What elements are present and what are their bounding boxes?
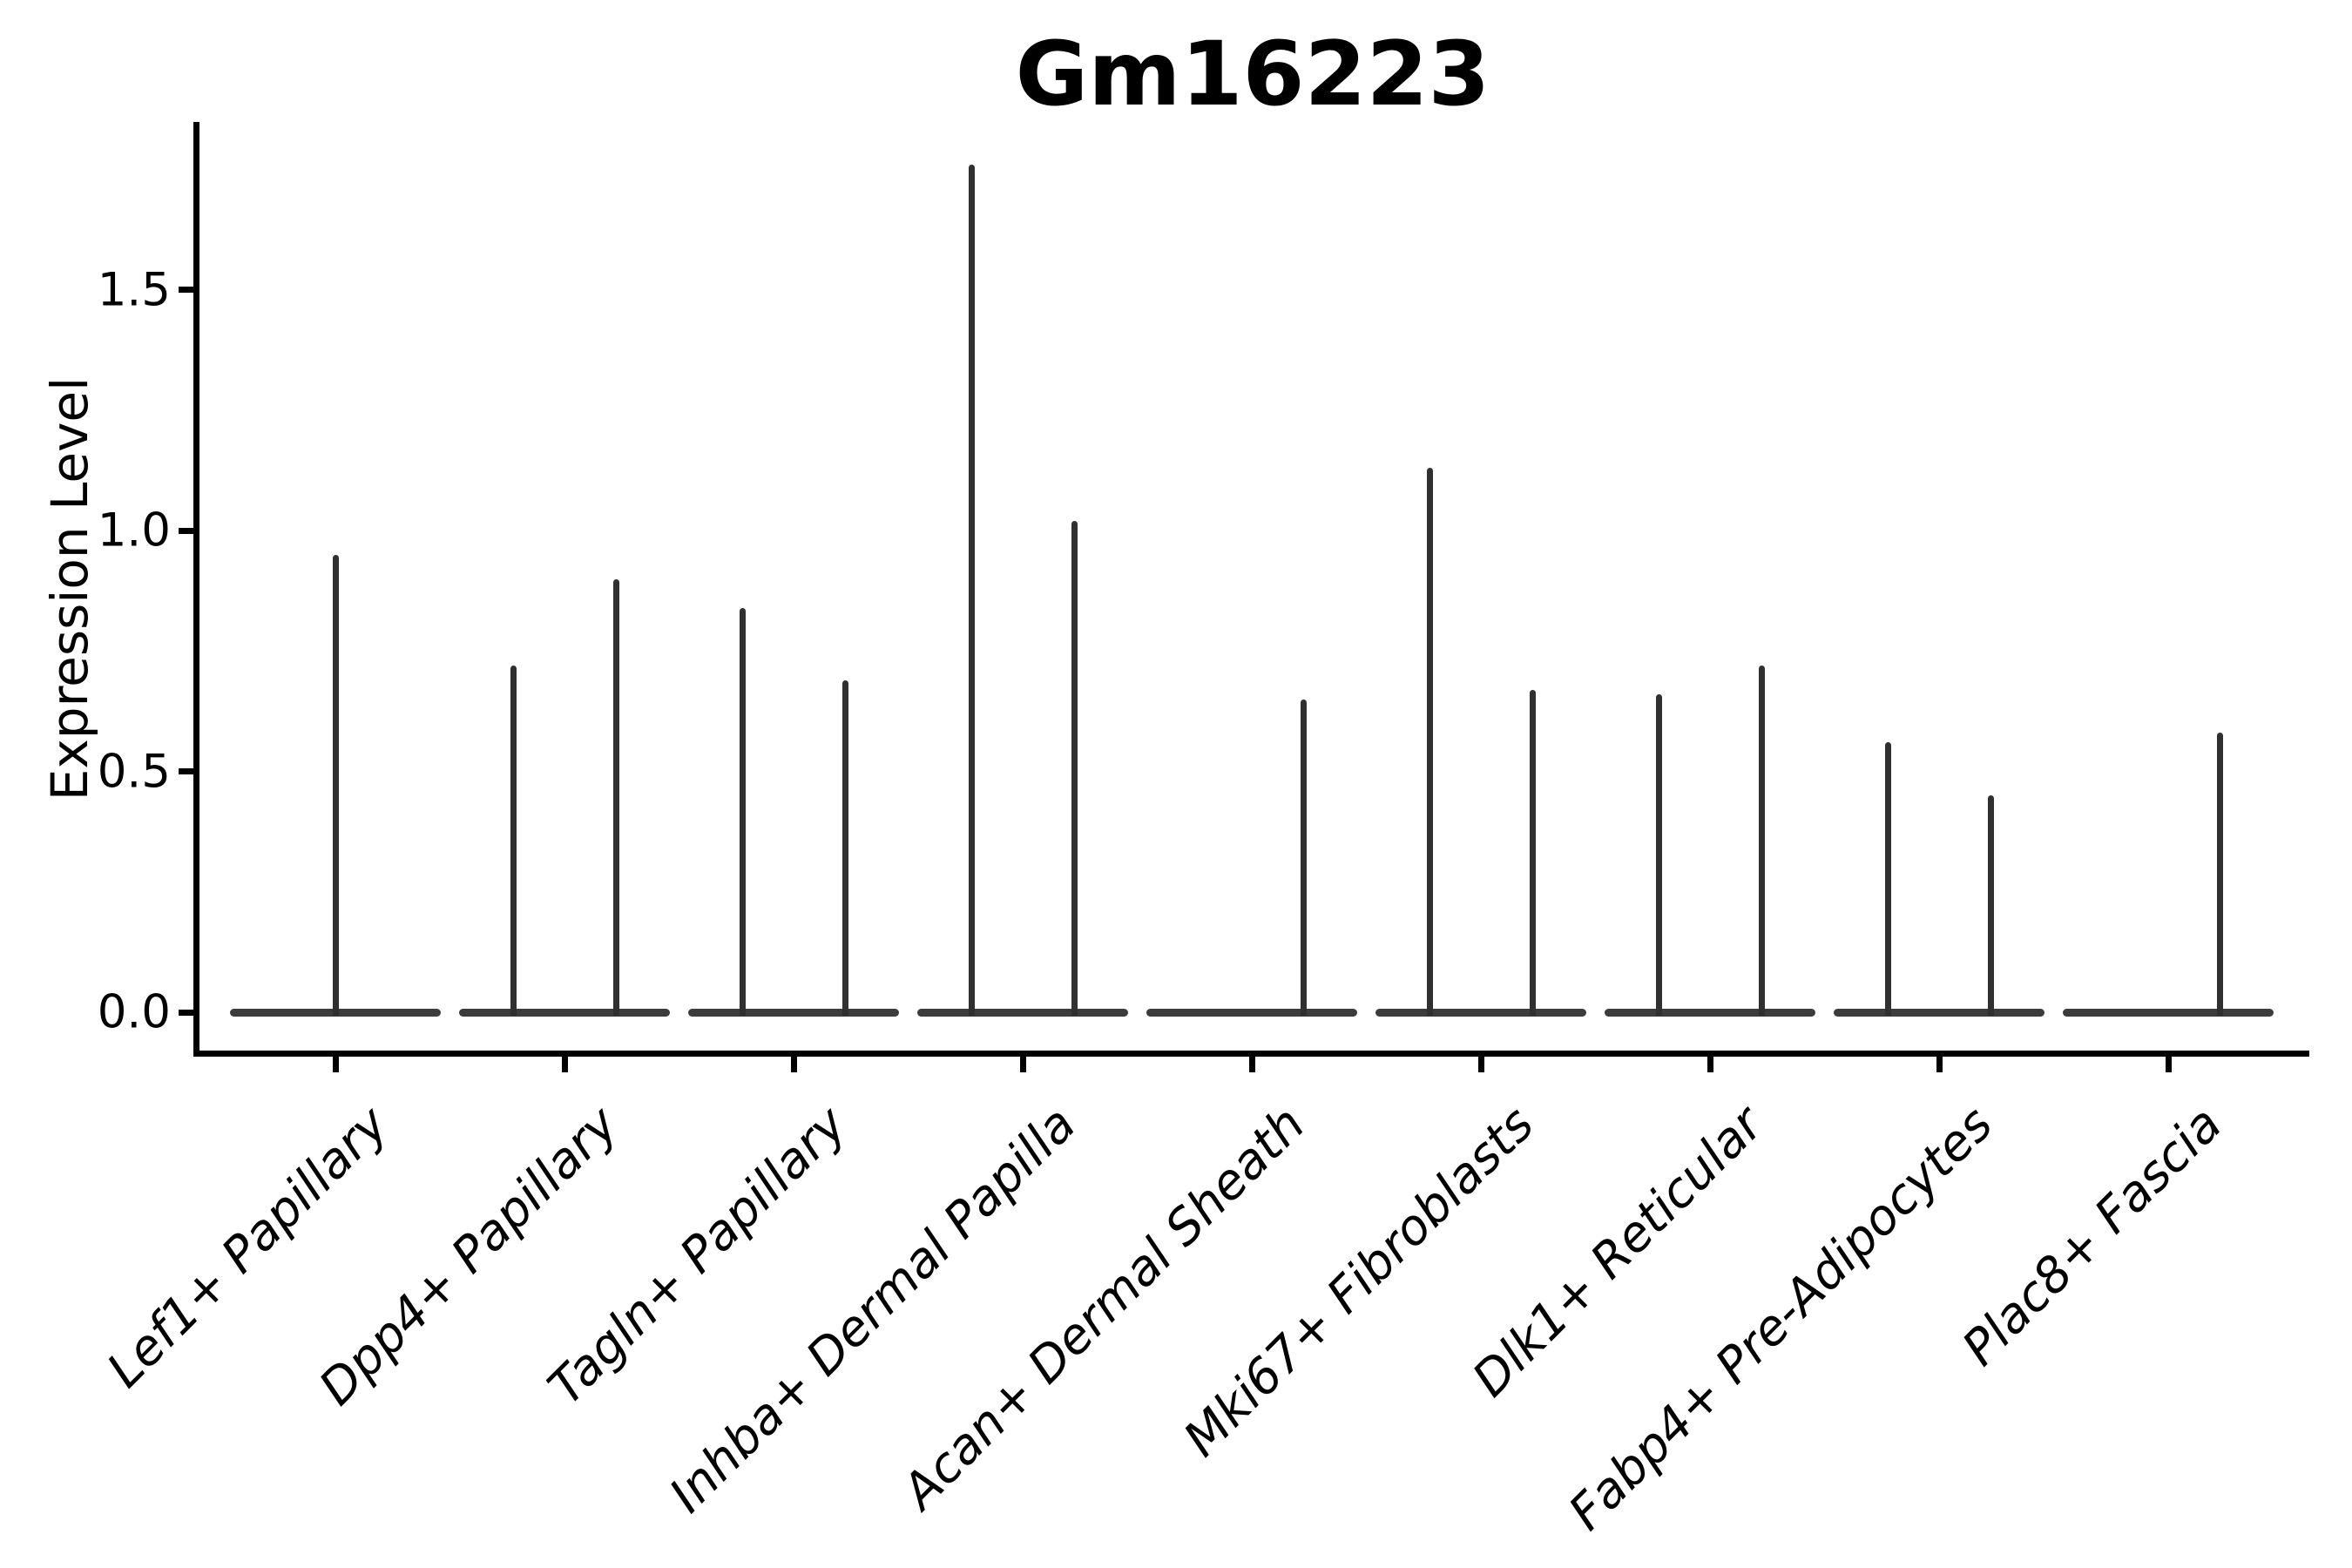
violin-base (1834, 1008, 2044, 1017)
x-tick (332, 1057, 339, 1072)
y-tick-label: 0.0 (97, 985, 171, 1039)
x-tick-label: Acan+ Dermal Sheath (891, 1096, 1316, 1520)
x-tick (1019, 1057, 1026, 1072)
y-tick (179, 287, 193, 294)
x-tick (1248, 1057, 1255, 1072)
y-axis-label: Expression Level (40, 376, 99, 801)
y-tick-label: 0.5 (97, 745, 171, 799)
x-tick (1477, 1057, 1484, 1072)
violin-base (1375, 1008, 1586, 1017)
y-axis-line (193, 122, 199, 1057)
violin-spike (841, 679, 848, 1016)
x-tick (561, 1057, 568, 1072)
x-tick-label: Inhba+ Dermal Papilla (659, 1096, 1087, 1524)
violin-spike (510, 666, 517, 1016)
violin-base (1146, 1008, 1357, 1017)
y-tick-label: 1.5 (97, 263, 171, 317)
violin-base (917, 1008, 1128, 1017)
violin-spike (1300, 699, 1307, 1016)
y-tick (179, 527, 193, 534)
violin-spike (1426, 468, 1433, 1016)
violin-base (1605, 1008, 1815, 1017)
violin-spike (1987, 795, 1994, 1016)
violin-base (688, 1008, 899, 1017)
violin-spike (739, 607, 746, 1016)
violin-spike (612, 578, 619, 1016)
violin-base (459, 1008, 670, 1017)
x-tick-label: Fabp4+ Pre-Adipocytes (1558, 1096, 2004, 1542)
y-tick (179, 1009, 193, 1016)
chart-title: Gm16223 (1015, 23, 1490, 126)
x-axis-line (193, 1051, 2309, 1057)
x-tick (1707, 1057, 1713, 1072)
violin-spike (1655, 694, 1662, 1016)
violin-spike (968, 165, 975, 1016)
violin-spike (1529, 689, 1536, 1016)
violin-spike (1884, 742, 1891, 1016)
x-tick (2165, 1057, 2172, 1072)
x-tick (790, 1057, 797, 1072)
violin-spike (2216, 733, 2223, 1016)
violin-spike (1758, 666, 1765, 1016)
violin-spike (1071, 521, 1078, 1016)
y-tick (179, 768, 193, 775)
violin-spike (332, 554, 339, 1016)
violin-base (2063, 1008, 2274, 1017)
y-tick-label: 1.0 (97, 504, 171, 558)
x-tick (1936, 1057, 1943, 1072)
